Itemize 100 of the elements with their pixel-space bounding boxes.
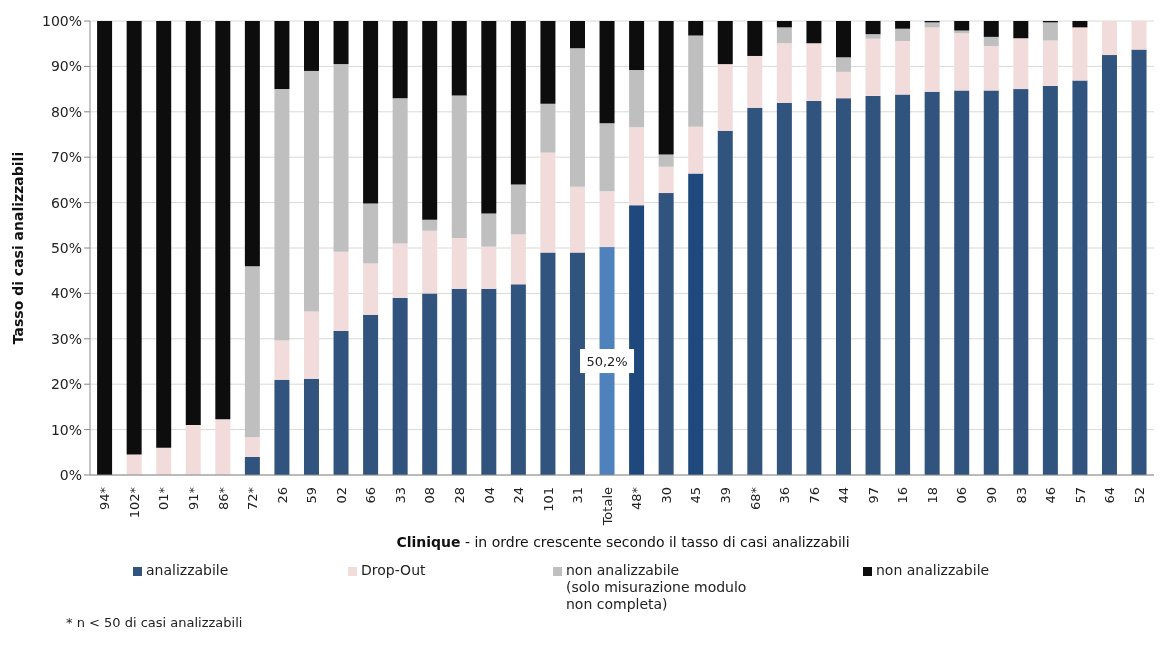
bar (392, 243, 408, 298)
bar (215, 21, 231, 420)
bar (629, 21, 645, 71)
bar (806, 43, 822, 101)
bar (747, 21, 763, 56)
x-tick-label: 44 (836, 487, 852, 504)
bar (983, 90, 999, 475)
y-axis-title: Tasso di casi analizzabili (9, 151, 26, 345)
x-axis-title: Clinique - in ordre crescente secondo il tasso di casi analizzabili (395, 534, 851, 550)
bar (983, 36, 999, 46)
bar (658, 21, 674, 155)
bar (1013, 38, 1029, 90)
bar (244, 21, 260, 267)
x-tick-label: 02 (333, 487, 349, 504)
x-tick-label: 08 (422, 487, 438, 504)
bar (422, 219, 438, 231)
bar (629, 70, 645, 128)
bar (156, 447, 172, 475)
bar (215, 419, 231, 475)
x-tick-label: 97 (865, 487, 881, 504)
bar (481, 213, 497, 247)
x-tick-label: 83 (1013, 487, 1029, 504)
x-tick-label: 04 (481, 487, 497, 504)
bar (865, 34, 881, 39)
bar (392, 98, 408, 244)
bar (1072, 27, 1088, 81)
y-tick-label: 90% (50, 58, 82, 75)
bar (303, 70, 319, 312)
bar (717, 21, 733, 65)
y-tick-label: 0% (59, 466, 82, 483)
x-tick-label: 30 (658, 487, 674, 504)
bar (510, 21, 526, 185)
bar (274, 340, 290, 380)
y-tick-label: 80% (50, 103, 82, 120)
bar (599, 21, 615, 124)
bar (895, 94, 911, 475)
y-tick-label: 100% (41, 12, 82, 29)
x-tick-label: 76 (806, 487, 822, 504)
bar (569, 252, 585, 475)
bar (451, 21, 467, 96)
bar (510, 284, 526, 475)
bar (97, 21, 113, 475)
bar (363, 21, 379, 204)
bar (540, 21, 556, 104)
x-tick-label: 68* (747, 486, 763, 511)
bar (244, 437, 260, 457)
y-tick-label: 50% (50, 239, 82, 256)
legend-label: Drop-Out (361, 562, 426, 579)
bar (540, 103, 556, 153)
bar (658, 166, 674, 194)
bar (569, 48, 585, 187)
x-tick-label: 16 (895, 487, 911, 504)
x-tick-label: 06 (954, 487, 970, 504)
bar (451, 238, 467, 289)
bar (688, 173, 704, 475)
y-tick-label: 20% (50, 376, 82, 393)
bar (1101, 21, 1117, 56)
y-tick-label: 70% (50, 149, 82, 166)
x-tick-label: Totale (599, 487, 615, 527)
bar (629, 205, 645, 475)
x-tick-label: 36 (777, 487, 793, 504)
bar (658, 193, 674, 475)
legend-label: analizzabile (146, 562, 229, 579)
x-tick-label: 39 (717, 487, 733, 504)
bar (333, 331, 349, 475)
bar (1042, 40, 1058, 86)
bar (333, 251, 349, 332)
x-tick-label: 26 (274, 487, 290, 504)
bar (1013, 21, 1029, 39)
bar (1072, 80, 1088, 475)
x-tick-label: 59 (304, 487, 320, 504)
bar (865, 21, 881, 35)
x-tick-label: 91* (185, 486, 201, 511)
bar (481, 288, 497, 475)
bar (1101, 55, 1117, 475)
bar (451, 95, 467, 239)
bar (1042, 22, 1058, 41)
x-tick-label: 18 (924, 487, 940, 504)
x-tick-label: 72* (245, 486, 261, 511)
bar (954, 90, 970, 475)
y-tick-label: 60% (50, 194, 82, 211)
bar (1042, 85, 1058, 475)
x-tick-label: 31 (570, 487, 586, 504)
bar (865, 95, 881, 475)
bar (806, 100, 822, 475)
bar (835, 71, 851, 99)
bar (835, 21, 851, 58)
bar (422, 21, 438, 220)
bar (510, 234, 526, 285)
bar (1072, 21, 1088, 28)
bar (835, 57, 851, 72)
bar (629, 127, 645, 206)
x-tick-label: 66 (363, 487, 379, 504)
bar (156, 21, 172, 448)
bar (303, 21, 319, 71)
bar (481, 21, 497, 214)
x-tick-label: 102* (126, 486, 142, 519)
bar (1131, 21, 1147, 50)
bar (658, 154, 674, 167)
bar (983, 21, 999, 37)
